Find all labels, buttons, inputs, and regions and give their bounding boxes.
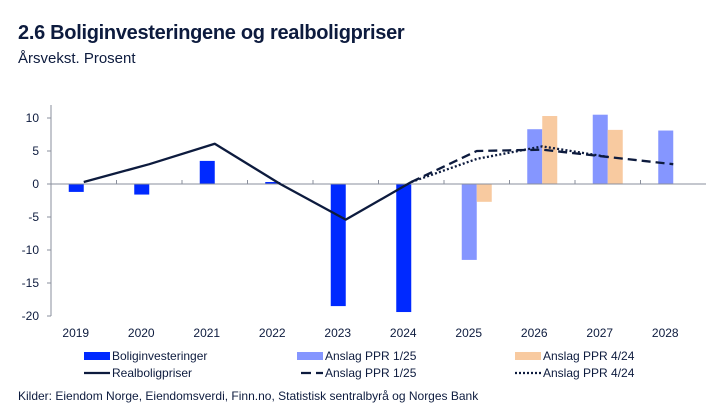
bar-ppr-1-25	[527, 129, 543, 184]
legend: Boliginvesteringer Anslag PPR 1/25 Anslag …	[0, 344, 722, 380]
legend-label: Realboligpriser	[112, 366, 193, 380]
x-tick-label: 2020	[128, 326, 155, 340]
legend-swatch-bar	[297, 352, 323, 360]
x-tick-label: 2019	[62, 326, 89, 340]
legend-swatch-line	[515, 371, 541, 375]
legend-item: Anslag PPR 4/24	[515, 365, 634, 381]
legend-swatch-line	[301, 371, 323, 375]
y-tick-label: -15	[22, 276, 40, 290]
y-tick-label: -5	[28, 210, 39, 224]
legend-label: Anslag PPR 4/24	[543, 349, 635, 363]
legend-label: Anslag PPR 1/25	[325, 366, 417, 380]
bar-ppr-1-25	[461, 184, 477, 260]
bar-ppr-1-25	[592, 114, 608, 184]
bar-ppr-1-25	[658, 130, 674, 184]
x-tick-label: 2024	[390, 326, 417, 340]
legend-label: Boliginvesteringer	[112, 349, 208, 363]
x-tick-label: 2022	[259, 326, 286, 340]
line-ppr-1-25	[410, 148, 674, 184]
legend-label: Anslag PPR 4/24	[543, 366, 635, 380]
y-tick-label: -20	[22, 309, 40, 323]
chart-plot: 10 5 0 -5 -10 -15 -20 2019 2020 2021 2022 2023 2024 2…	[22, 105, 706, 340]
y-tick-label: 10	[26, 111, 40, 125]
legend-item: Realboligpriser	[84, 365, 192, 381]
legend-label: Anslag PPR 1/25	[325, 349, 417, 363]
chart-subtitle: Årsvekst. Prosent	[18, 50, 136, 67]
legend-swatch-bar	[84, 352, 110, 360]
legend-item: Boliginvesteringer	[84, 348, 207, 364]
line-realboligpriser	[83, 142, 412, 221]
y-tick-label: -10	[22, 243, 40, 257]
bar-boliginvesteringer	[134, 184, 150, 195]
chart-title: 2.6 Boliginvesteringene og realboligpris…	[18, 22, 405, 44]
x-tick-label: 2027	[586, 326, 613, 340]
bar-ppr-4-24	[476, 184, 492, 202]
legend-item: Anslag PPR 1/25	[297, 348, 416, 364]
bar-boliginvesteringer	[396, 184, 412, 313]
legend-swatch-bar	[515, 352, 541, 360]
x-tick-label: 2026	[521, 326, 548, 340]
x-tick-label: 2028	[652, 326, 679, 340]
x-tick-label: 2025	[455, 326, 482, 340]
x-tick-label: 2023	[324, 326, 351, 340]
legend-item: Anslag PPR 1/25	[297, 365, 416, 381]
y-tick-label: 0	[32, 177, 39, 191]
legend-item: Anslag PPR 4/24	[515, 348, 634, 364]
x-tick-label: 2021	[193, 326, 220, 340]
bar-boliginvesteringer	[68, 184, 84, 192]
legend-swatch-line	[84, 371, 110, 375]
line-ppr-4-24	[410, 145, 608, 184]
y-tick-label: 5	[32, 144, 39, 158]
source-note: Kilder: Eiendom Norge, Eiendomsverdi, Fi…	[18, 389, 479, 403]
bar-boliginvesteringer	[330, 184, 346, 307]
bar-boliginvesteringer	[199, 160, 215, 184]
bar-boliginvesteringer	[265, 182, 281, 184]
